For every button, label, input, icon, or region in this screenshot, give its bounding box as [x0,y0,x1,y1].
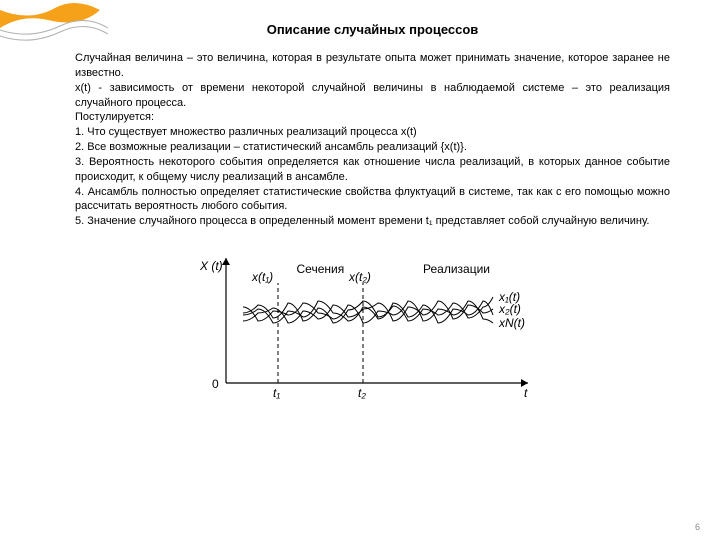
realizations-label: Реализации [423,262,490,276]
paragraph: 4. Ансамбль полностью определяет статист… [75,185,670,215]
paragraph: 2. Все возможные реализации – статистиче… [75,140,670,155]
paragraph: Случайная величина – это величина, котор… [75,51,670,81]
stochastic-process-chart: X (t)t0t₁t₂x(t₁)x(t₂)СеченияРеализацииx₁… [188,243,558,413]
origin-label: 0 [212,377,219,391]
chart-container: X (t)t0t₁t₂x(t₁)x(t₂)СеченияРеализацииx₁… [188,243,558,418]
paragraph: x(t) - зависимость от времени некоторой … [75,81,670,111]
paragraph: Постулируется: [75,110,670,125]
slide-content: Описание случайных процессов Случайная в… [75,22,670,418]
y-axis-label: X (t) [199,259,223,273]
paragraph: 5. Значение случайного процесса в опреде… [75,214,670,229]
x-axis-label: t [524,386,528,400]
page-number: 6 [695,522,700,532]
xt1-label: x(t₁) [251,270,273,284]
y-axis-arrow [222,258,230,265]
paragraph: 3. Вероятность некоторого события опреде… [75,155,670,185]
paragraph: 1. Что существует множество различных ре… [75,125,670,140]
sections-label: Сечения [296,262,344,276]
t1-label: t₁ [273,386,280,400]
xt2-label: x(t₂) [348,270,371,284]
body-text: Случайная величина – это величина, котор… [75,51,670,229]
series-label: x₂(t) [498,302,521,316]
slide-title: Описание случайных процессов [75,22,670,37]
t2-label: t₂ [358,386,366,400]
series-label: xN(t) [498,316,525,330]
